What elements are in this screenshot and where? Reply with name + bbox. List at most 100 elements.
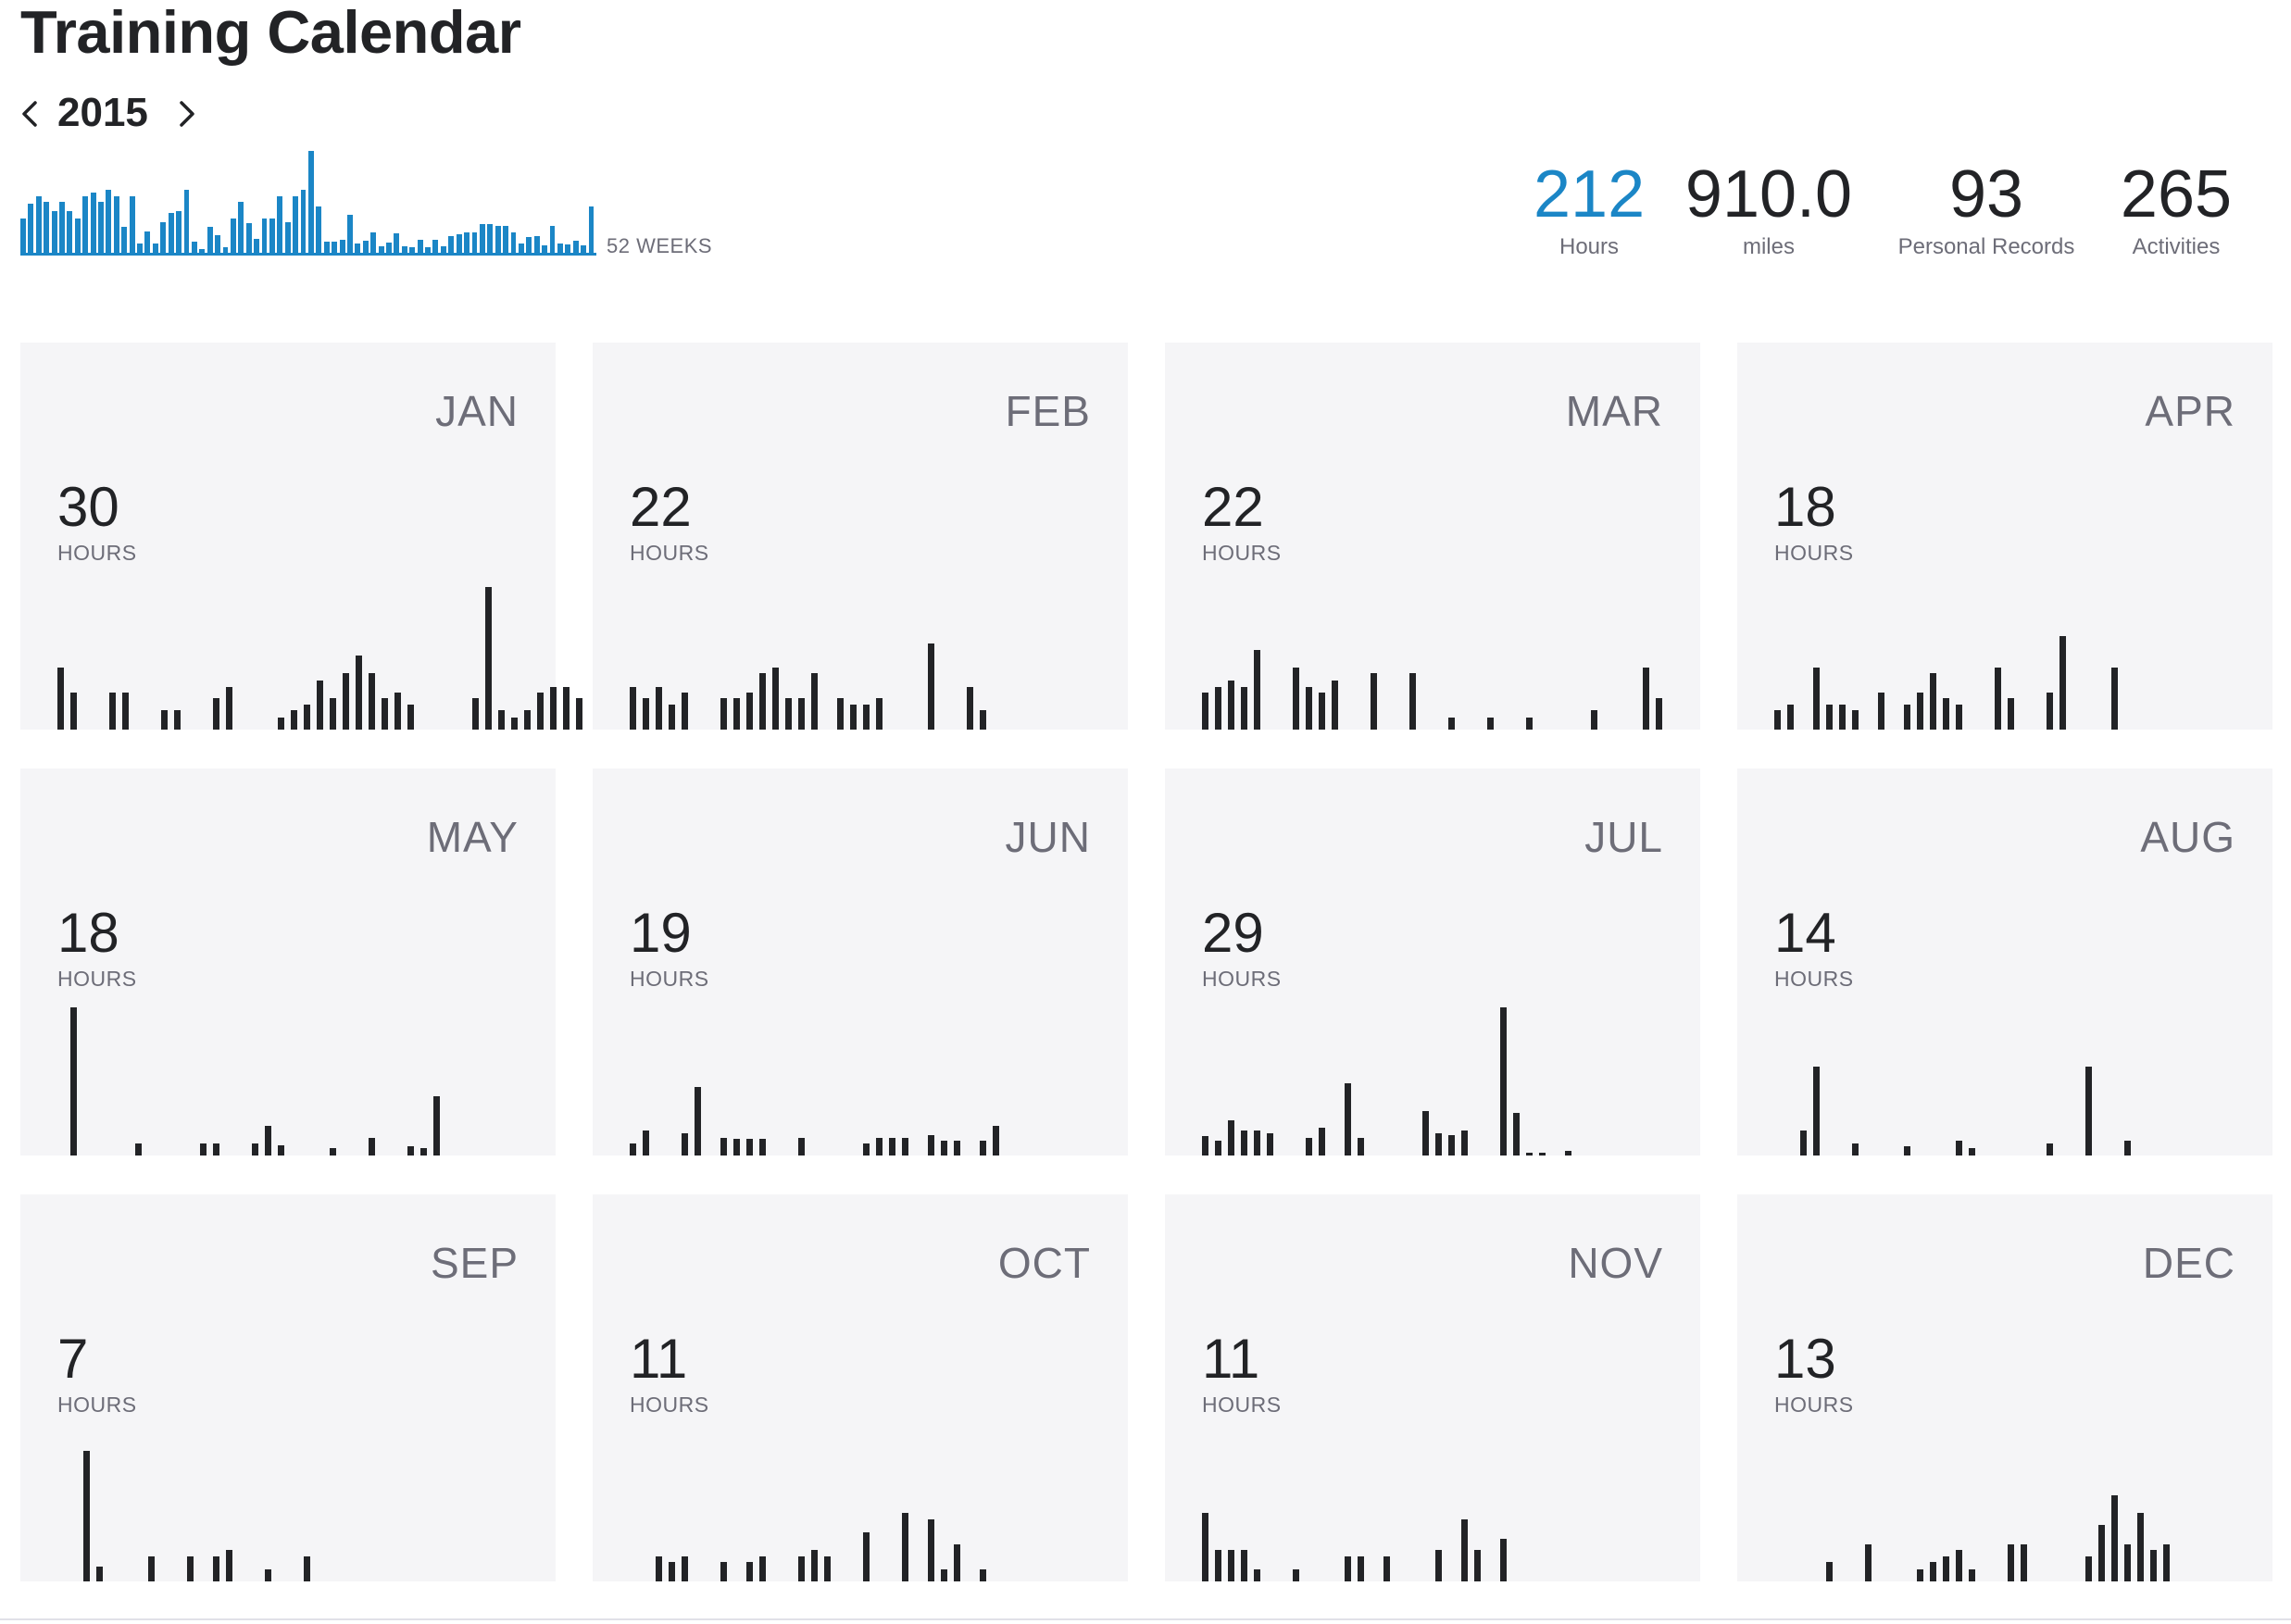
daily-bar[interactable] [1332,681,1338,730]
week-bar[interactable] [35,196,42,253]
month-card-may[interactable]: MAY 18 HOURS [20,768,556,1156]
daily-bar[interactable] [1878,693,1884,730]
daily-bar[interactable] [2059,636,2066,730]
daily-bar[interactable] [369,673,375,730]
daily-bar[interactable] [2021,1544,2027,1581]
daily-bar[interactable] [1293,668,1299,730]
daily-bar[interactable] [1435,1550,1442,1581]
daily-bar[interactable] [850,705,857,730]
week-bar[interactable] [495,226,501,253]
week-bar[interactable] [152,244,158,253]
daily-bar[interactable] [656,687,662,730]
daily-bar[interactable] [96,1567,103,1581]
daily-bar[interactable] [57,668,64,730]
daily-bar[interactable] [2124,1544,2131,1581]
week-bar[interactable] [222,247,229,253]
week-bar[interactable] [191,242,197,253]
month-card-nov[interactable]: NOV 11 HOURS [1165,1194,1700,1581]
week-bar[interactable] [565,244,571,253]
daily-bar[interactable] [2085,1556,2092,1581]
week-bar[interactable] [448,236,455,253]
daily-bar[interactable] [1422,1111,1429,1156]
daily-bar[interactable] [798,1138,805,1156]
week-bar[interactable] [572,241,579,253]
daily-bar[interactable] [759,1556,766,1581]
daily-bar[interactable] [1930,673,1936,730]
week-bar[interactable] [362,241,369,253]
daily-bar[interactable] [1656,698,1662,730]
daily-bar[interactable] [407,705,414,730]
week-bar[interactable] [300,190,307,253]
daily-bar[interactable] [1839,705,1846,730]
daily-bar[interactable] [2085,1067,2092,1156]
daily-bar[interactable] [669,1562,675,1581]
week-bar[interactable] [183,190,190,253]
daily-bar[interactable] [1202,693,1208,730]
month-card-jan[interactable]: JAN 30 HOURS [20,343,582,730]
week-bar[interactable] [339,240,345,253]
daily-bar[interactable] [278,1145,284,1156]
daily-bar[interactable] [630,1143,636,1156]
daily-bar[interactable] [1215,1550,1221,1581]
daily-bar[interactable] [330,698,336,730]
daily-bar[interactable] [1852,710,1859,730]
daily-bar[interactable] [682,1556,688,1581]
daily-bar[interactable] [902,1138,908,1156]
month-card-feb[interactable]: FEB 22 HOURS [593,343,1128,730]
daily-bar[interactable] [1215,1141,1221,1156]
daily-bar[interactable] [369,1138,375,1156]
week-bar[interactable] [347,215,353,253]
daily-bar[interactable] [1813,1067,1820,1156]
daily-bar[interactable] [1565,1151,1571,1156]
daily-bar[interactable] [1345,1083,1351,1156]
daily-bar[interactable] [682,693,688,730]
week-bar[interactable] [51,211,57,253]
week-bar[interactable] [425,247,431,253]
daily-bar[interactable] [1826,705,1833,730]
daily-bar[interactable] [265,1126,271,1156]
week-bar[interactable] [293,196,299,253]
week-bar[interactable] [106,190,112,253]
week-bar[interactable] [464,232,469,253]
daily-bar[interactable] [798,698,805,730]
daily-bar[interactable] [980,1141,986,1156]
daily-bar[interactable] [2124,1141,2131,1156]
daily-bar[interactable] [1241,1131,1247,1156]
daily-bar[interactable] [70,693,77,730]
month-card-aug[interactable]: AUG 14 HOURS [1737,768,2272,1156]
daily-bar[interactable] [1930,1562,1936,1581]
month-card-apr[interactable]: APR 18 HOURS [1737,343,2272,730]
daily-bar[interactable] [511,718,518,730]
week-bar[interactable] [588,206,595,253]
week-bar[interactable] [168,213,174,253]
week-bar[interactable] [479,224,485,253]
week-bar[interactable] [20,219,26,253]
daily-bar[interactable] [811,1550,818,1581]
daily-bar[interactable] [1254,650,1260,730]
week-bar[interactable] [386,243,392,253]
daily-bar[interactable] [83,1451,90,1581]
week-bar[interactable] [440,246,446,253]
daily-bar[interactable] [382,698,388,730]
daily-bar[interactable] [1826,1562,1833,1581]
daily-bar[interactable] [1461,1519,1468,1581]
week-bar[interactable] [176,211,182,253]
daily-bar[interactable] [122,693,129,730]
daily-bar[interactable] [2150,1550,2157,1581]
daily-bar[interactable] [1228,1120,1234,1156]
daily-bar[interactable] [1254,1569,1260,1581]
daily-bar[interactable] [1293,1569,1299,1581]
daily-bar[interactable] [993,1126,999,1156]
daily-bar[interactable] [1943,1556,1949,1581]
daily-bar[interactable] [837,698,844,730]
daily-bar[interactable] [1865,1544,1872,1581]
daily-bar[interactable] [1306,687,1312,730]
daily-bar[interactable] [824,1556,831,1581]
daily-bar[interactable] [394,693,401,730]
daily-bar[interactable] [550,687,557,730]
daily-bar[interactable] [720,1562,727,1581]
daily-bar[interactable] [733,698,740,730]
daily-bar[interactable] [733,1139,740,1156]
daily-bar[interactable] [1904,705,1910,730]
week-bar[interactable] [316,206,322,253]
